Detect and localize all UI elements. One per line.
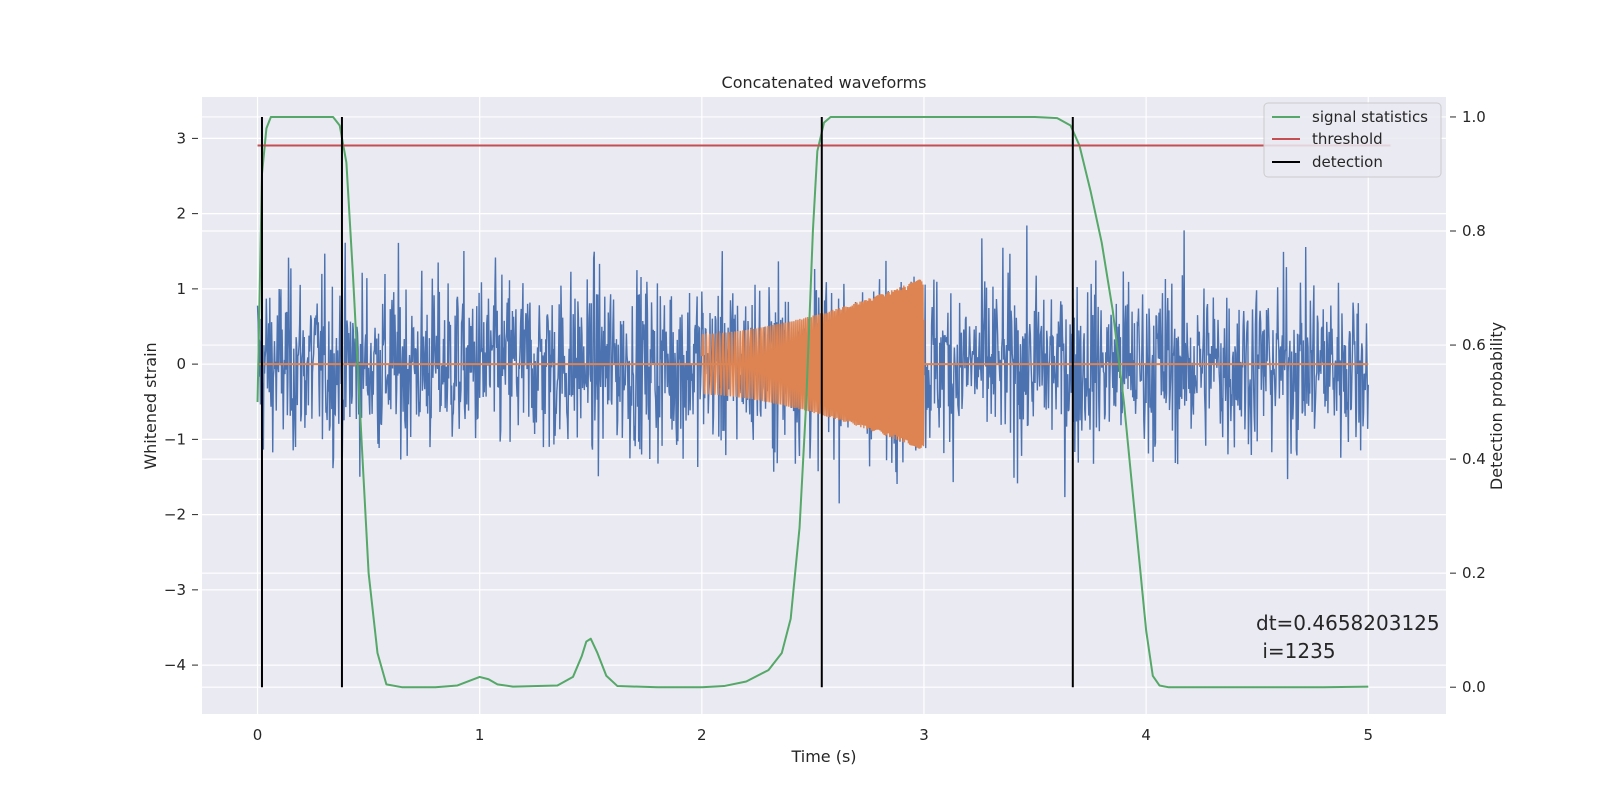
annotation-dt: dt=0.4658203125: [1256, 611, 1440, 635]
legend: signal statistics threshold detection: [1263, 102, 1442, 178]
y-tick-label: −1: [164, 430, 186, 448]
y-tick-label: −2: [164, 506, 186, 524]
y-tick-label: 1: [176, 280, 186, 298]
x-axis-label: Time (s): [790, 747, 856, 766]
y-tick-label: 0: [176, 355, 186, 373]
y-tick-label: −3: [164, 581, 186, 599]
y2-tick-label: 0.2: [1462, 564, 1486, 582]
legend-box: [1263, 102, 1442, 178]
x-tick-label: 5: [1363, 726, 1373, 744]
x-tick-label: 3: [919, 726, 929, 744]
series-layer: [256, 115, 1391, 689]
y2-axis-label: Detection probability: [1487, 322, 1506, 490]
y2-tick-label: 1.0: [1462, 108, 1486, 126]
y2-tick-label: 0.4: [1462, 450, 1486, 468]
x-tick-label: 1: [475, 726, 485, 744]
y-tick-label: 2: [176, 205, 186, 223]
annotation-i: i=1235: [1256, 639, 1336, 663]
x-tick-label: 2: [697, 726, 707, 744]
y-tick-label: −4: [164, 656, 186, 674]
ticks-layer: 0 1 2 3 4 5 −4 −3 −2 −1 0 1 2 3 0.0 0.2 0.4 0.6 0.8 1.0: [164, 108, 1486, 744]
chirp-layer: [257, 279, 1369, 449]
y-axis-label: Whitened strain: [141, 342, 160, 469]
legend-label-detection: detection: [1312, 153, 1383, 171]
chirp-line: [701, 279, 925, 449]
y2-tick-label: 0.6: [1462, 336, 1486, 354]
signal-statistics-line: [256, 115, 1369, 689]
chart-title: Concatenated waveforms: [722, 73, 927, 92]
x-tick-label: 4: [1141, 726, 1151, 744]
legend-label-threshold: threshold: [1312, 130, 1383, 148]
y2-tick-label: 0.8: [1462, 222, 1486, 240]
y2-tick-label: 0.0: [1462, 678, 1486, 696]
y-tick-label: 3: [176, 129, 186, 147]
legend-label-signal-statistics: signal statistics: [1312, 108, 1428, 126]
x-tick-label: 0: [253, 726, 263, 744]
